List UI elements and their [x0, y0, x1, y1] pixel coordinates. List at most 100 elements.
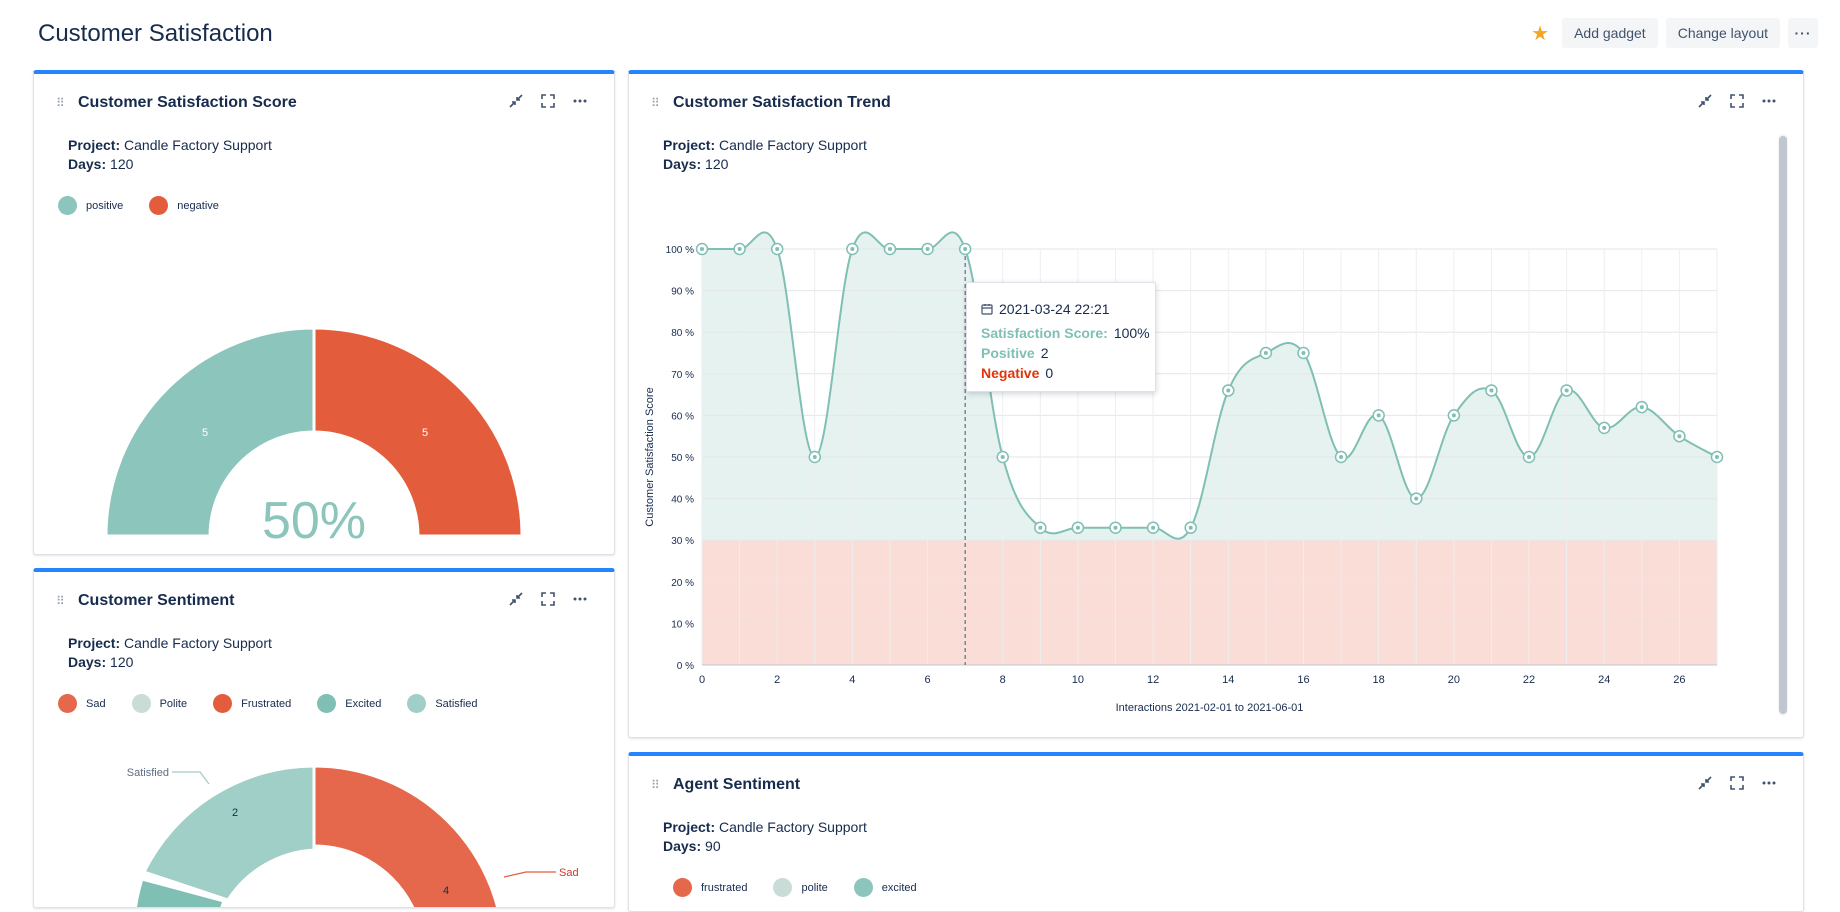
- legend-label: negative: [177, 199, 219, 212]
- gadget-agent-sentiment: ⠿ Agent Sentiment Project: Candle Factor…: [628, 752, 1804, 912]
- callout-label-sad: Sad: [559, 867, 579, 879]
- drag-handle-icon[interactable]: ⠿: [651, 96, 660, 110]
- legend-item-polite[interactable]: polite: [773, 878, 828, 897]
- minimize-icon[interactable]: [1695, 772, 1715, 794]
- drag-handle-icon[interactable]: ⠿: [56, 594, 65, 608]
- legend-item-frustrated[interactable]: frustrated: [673, 878, 747, 897]
- legend-item-excited[interactable]: excited: [853, 878, 917, 897]
- days-value: 120: [705, 156, 729, 172]
- gadget-title: Agent Sentiment: [673, 776, 801, 793]
- gadget-more-icon[interactable]: [570, 588, 590, 610]
- legend-swatch: [58, 196, 77, 215]
- legend-item-excited[interactable]: Excited: [317, 694, 381, 713]
- legend-item-positive[interactable]: positive: [58, 196, 123, 215]
- scrollbar-thumb[interactable]: [1779, 136, 1787, 714]
- legend-label: Polite: [159, 697, 188, 710]
- tooltip-positive-value: 2: [1040, 345, 1049, 361]
- change-layout-button[interactable]: Change layout: [1665, 18, 1780, 48]
- legend-swatch: [317, 694, 337, 713]
- legend-item-polite[interactable]: Polite: [131, 694, 188, 713]
- gadget-header: ⠿ Agent Sentiment: [629, 756, 1803, 808]
- gauge-slice-positive[interactable]: [104, 326, 316, 538]
- drag-handle-icon[interactable]: ⠿: [56, 96, 65, 110]
- gadget-satisfaction-score: ⠿ Customer Satisfaction Score Project: C…: [33, 70, 615, 555]
- sentiment-donut-chart: 2 4 Satisfied Sad: [127, 764, 579, 908]
- chart-tooltip: 2021-03-24 22:21 Satisfaction Score: 100%…: [966, 282, 1156, 392]
- minimize-icon[interactable]: [506, 588, 526, 610]
- days-label: Days:: [663, 838, 702, 854]
- legend: positive negative: [58, 196, 245, 215]
- tooltip-score-value: 100%: [1113, 325, 1150, 341]
- tooltip-score-label: Satisfaction Score:: [981, 325, 1108, 341]
- page-header: Customer Satisfaction ★ Add gadget Chang…: [38, 18, 1818, 68]
- gauge-slice-negative[interactable]: [312, 326, 524, 538]
- gadget-meta: Project: Candle Factory Support Days: 12…: [68, 634, 272, 672]
- star-icon[interactable]: ★: [1531, 22, 1550, 45]
- score-gauge-chart: 5 5 50%: [104, 326, 524, 544]
- gadget-more-icon[interactable]: [570, 90, 590, 112]
- legend-swatch: [853, 878, 873, 897]
- legend-label: excited: [881, 881, 917, 894]
- days-label: Days:: [68, 156, 107, 172]
- page-title: Customer Satisfaction: [38, 20, 273, 47]
- minimize-icon[interactable]: [506, 90, 526, 112]
- more-options-button[interactable]: ···: [1788, 18, 1818, 48]
- gadget-title: Customer Satisfaction Score: [78, 94, 297, 111]
- gadget-satisfaction-trend: ⠿ Customer Satisfaction Trend Project: C…: [628, 70, 1804, 738]
- days-label: Days:: [68, 654, 107, 670]
- project-value: Candle Factory Support: [719, 819, 867, 835]
- drag-handle-icon[interactable]: ⠿: [651, 778, 660, 792]
- tooltip-positive-label: Positive: [981, 345, 1035, 361]
- gadget-meta: Project: Candle Factory Support Days: 90: [663, 818, 867, 856]
- gadget-meta: Project: Candle Factory Support Days: 12…: [68, 136, 272, 174]
- days-label: Days:: [663, 156, 702, 172]
- project-value: Candle Factory Support: [124, 635, 272, 651]
- legend-swatch: [213, 694, 233, 713]
- legend-item-negative[interactable]: negative: [149, 196, 219, 215]
- legend-label: Excited: [345, 697, 382, 710]
- legend-swatch: [58, 694, 77, 713]
- donut-slice-sad[interactable]: [312, 764, 504, 908]
- gauge-value-negative: 5: [422, 427, 428, 439]
- legend-item-sad[interactable]: Sad: [58, 694, 106, 713]
- add-gadget-button[interactable]: Add gadget: [1562, 18, 1658, 48]
- gadget-title: Customer Sentiment: [78, 592, 235, 609]
- maximize-icon[interactable]: [1727, 772, 1747, 794]
- donut-value-sad: 4: [443, 885, 449, 897]
- gadget-more-icon[interactable]: [1759, 90, 1779, 112]
- donut-slice-satisfied[interactable]: [141, 764, 316, 902]
- minimize-icon[interactable]: [1695, 90, 1715, 112]
- legend-item-frustrated[interactable]: Frustrated: [213, 694, 291, 713]
- legend: frustrated polite excited: [673, 878, 943, 897]
- callout-label-satisfied: Satisfied: [127, 767, 169, 779]
- legend-label: Frustrated: [241, 697, 292, 710]
- maximize-icon[interactable]: [1727, 90, 1747, 112]
- maximize-icon[interactable]: [538, 588, 558, 610]
- legend-label: frustrated: [701, 881, 748, 894]
- days-value: 120: [110, 156, 134, 172]
- callout-line-sad: [503, 871, 556, 878]
- callout-line-satisfied: [172, 771, 210, 785]
- gauge-center-label: 50%: [262, 492, 366, 544]
- legend-label: positive: [86, 199, 124, 212]
- project-label: Project:: [68, 137, 121, 153]
- legend-swatch: [149, 196, 169, 215]
- legend-label: Satisfied: [435, 697, 478, 710]
- legend-item-satisfied[interactable]: Satisfied: [407, 694, 478, 713]
- legend-swatch: [773, 878, 793, 897]
- donut-value-satisfied: 2: [232, 807, 238, 819]
- gadget-more-icon[interactable]: [1759, 772, 1779, 794]
- days-value: 90: [705, 838, 721, 854]
- legend-label: Sad: [86, 697, 106, 710]
- project-value: Candle Factory Support: [124, 137, 272, 153]
- gauge-value-positive: 5: [202, 427, 208, 439]
- tooltip-negative-value: 0: [1045, 365, 1054, 381]
- project-value: Candle Factory Support: [719, 137, 867, 153]
- gadget-header: ⠿ Customer Satisfaction Score: [34, 74, 614, 126]
- maximize-icon[interactable]: [538, 90, 558, 112]
- project-label: Project:: [663, 819, 716, 835]
- calendar-icon: [981, 302, 993, 318]
- legend-swatch: [673, 878, 692, 897]
- gadget-title: Customer Satisfaction Trend: [673, 94, 891, 111]
- legend-swatch: [131, 694, 151, 713]
